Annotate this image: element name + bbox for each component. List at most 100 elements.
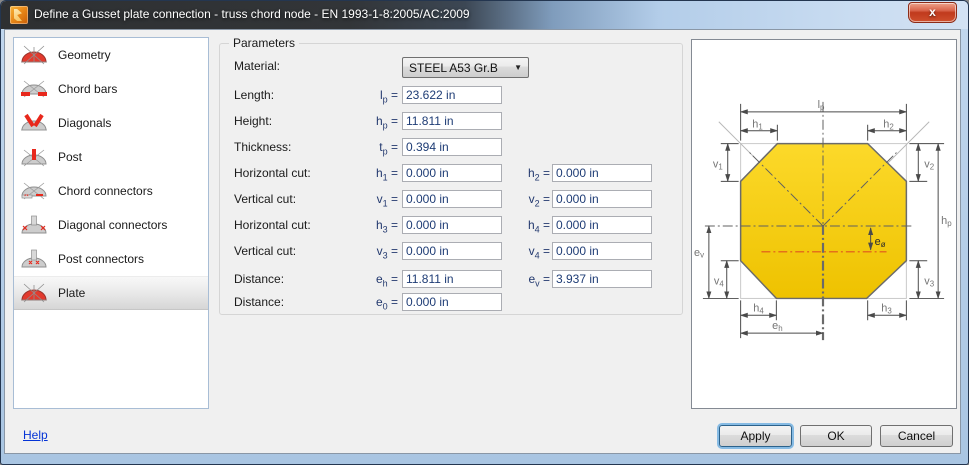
horizontal-cut-row-2: Horizontal cut: h3 = h4 = xyxy=(220,216,682,238)
sidebar-item-diagonals[interactable]: Diagonals xyxy=(14,106,208,140)
distance-label: Distance: xyxy=(234,272,285,286)
thickness-label: Thickness: xyxy=(234,140,292,154)
material-label: Material: xyxy=(234,59,281,73)
dim-label-v1: v1 xyxy=(713,158,723,171)
height-symbol: hp = xyxy=(375,114,398,131)
sidebar-item-geometry[interactable]: Geometry xyxy=(14,38,208,72)
chevron-down-icon: ▼ xyxy=(514,63,522,72)
dim-label-v3: v3 xyxy=(924,276,934,289)
ev-input[interactable] xyxy=(552,270,652,288)
gusset-plate-diagram: lp h1 h2 v1 v2 hp ev v4 v3 h4 h3 eh eø xyxy=(694,99,952,341)
cancel-button[interactable]: Cancel xyxy=(880,425,953,447)
ev-symbol: ev = xyxy=(528,272,550,289)
h4-symbol: h4 = xyxy=(527,218,550,235)
sidebar-item-label: Chord connectors xyxy=(58,184,153,198)
distance-row-1: Distance: eh = ev = xyxy=(220,270,682,292)
app-icon xyxy=(10,6,28,24)
diagonal-connectors-icon xyxy=(21,215,47,234)
h1-symbol: h1 = xyxy=(375,166,398,183)
parameters-group-title: Parameters xyxy=(229,36,300,50)
geometry-icon xyxy=(21,45,47,65)
material-select[interactable]: STEEL A53 Gr.B ▼ xyxy=(402,57,529,78)
dim-label-ev: ev xyxy=(694,247,704,260)
close-icon: x xyxy=(929,5,936,19)
h1-input[interactable] xyxy=(402,164,502,182)
vertical-cut-row-2: Vertical cut: v3 = v4 = xyxy=(220,242,682,264)
close-button[interactable]: x xyxy=(908,2,957,23)
ok-button[interactable]: OK xyxy=(800,425,872,447)
dim-label-h3: h3 xyxy=(881,302,892,315)
post-icon xyxy=(21,149,47,167)
length-label: Length: xyxy=(234,88,275,102)
height-row: Height: hp = xyxy=(220,112,682,134)
dim-label-v2: v2 xyxy=(924,158,934,171)
v3-input[interactable] xyxy=(402,242,502,260)
eh-symbol: eh = xyxy=(375,272,398,289)
dim-label-e0: eø xyxy=(875,236,886,249)
h4-input[interactable] xyxy=(552,216,652,234)
dim-label-lp: lp xyxy=(818,99,825,112)
v4-input[interactable] xyxy=(552,242,652,260)
thickness-row: Thickness: tp = xyxy=(220,138,682,160)
length-input[interactable] xyxy=(402,86,502,104)
e0-input[interactable] xyxy=(402,293,502,311)
sidebar-item-chord-bars[interactable]: Chord bars xyxy=(14,72,208,106)
vertical-cut-row-1: Vertical cut: v1 = v2 = xyxy=(220,190,682,212)
sidebar-item-label: Geometry xyxy=(58,48,111,62)
v2-input[interactable] xyxy=(552,190,652,208)
material-selected-value: STEEL A53 Gr.B xyxy=(409,60,498,75)
title-bar[interactable]: Define a Gusset plate connection - truss… xyxy=(1,1,968,29)
sidebar-item-label: Post xyxy=(58,150,83,164)
sidebar-item-post-connectors[interactable]: Post connectors xyxy=(14,242,208,276)
height-input[interactable] xyxy=(402,112,502,130)
horizontal-cut-row-1: Horizontal cut: h1 = h2 = xyxy=(220,164,682,186)
sidebar: Geometry Chord bars Diagonals xyxy=(13,37,209,409)
apply-button[interactable]: Apply xyxy=(719,425,792,447)
dim-label-h2: h2 xyxy=(883,119,893,132)
v4-symbol: v4 = xyxy=(528,244,550,261)
dim-label-v4: v4 xyxy=(714,276,724,289)
dim-label-h1: h1 xyxy=(752,119,763,132)
height-label: Height: xyxy=(234,114,273,128)
eh-input[interactable] xyxy=(402,270,502,288)
v1-input[interactable] xyxy=(402,190,502,208)
v1-symbol: v1 = xyxy=(376,192,398,209)
vertical-cut-label-2: Vertical cut: xyxy=(234,244,297,258)
h3-input[interactable] xyxy=(402,216,502,234)
chord-connectors-icon: ** xyxy=(21,182,47,201)
material-row: Material: STEEL A53 Gr.B ▼ xyxy=(220,57,682,79)
post-connectors-icon xyxy=(21,249,47,268)
sidebar-item-chord-connectors[interactable]: ** Chord connectors xyxy=(14,174,208,208)
diagonals-icon xyxy=(21,113,47,131)
h3-symbol: h3 = xyxy=(375,218,398,235)
distance-row-2: Distance: e0 = xyxy=(220,293,682,315)
svg-text:**: ** xyxy=(24,195,29,201)
sidebar-item-post[interactable]: Post xyxy=(14,140,208,174)
e0-symbol: e0 = xyxy=(375,295,398,312)
length-symbol: lp = xyxy=(379,88,398,105)
sidebar-item-label: Plate xyxy=(58,286,86,300)
dim-label-h4: h4 xyxy=(753,302,764,315)
v3-symbol: v3 = xyxy=(376,244,398,261)
chord-bars-icon xyxy=(21,80,47,98)
thickness-symbol: tp = xyxy=(379,140,398,157)
sidebar-item-diagonal-connectors[interactable]: Diagonal connectors xyxy=(14,208,208,242)
gusset-plate-shape xyxy=(739,142,908,300)
h2-symbol: h2 = xyxy=(527,166,550,183)
sidebar-item-plate[interactable]: Plate xyxy=(14,276,208,310)
sidebar-item-label: Diagonal connectors xyxy=(58,218,168,232)
horizontal-cut-label: Horizontal cut: xyxy=(234,166,311,180)
distance-label-2: Distance: xyxy=(234,295,285,309)
thickness-input[interactable] xyxy=(402,138,502,156)
dim-label-eh: eh xyxy=(772,320,782,333)
vertical-cut-label: Vertical cut: xyxy=(234,192,297,206)
dim-label-hp: hp xyxy=(941,215,952,228)
plate-icon xyxy=(21,283,47,303)
h2-input[interactable] xyxy=(552,164,652,182)
help-link[interactable]: Help xyxy=(23,428,48,442)
parameters-group: Parameters Material: STEEL A53 Gr.B ▼ Le… xyxy=(219,36,683,315)
horizontal-cut-label-2: Horizontal cut: xyxy=(234,218,311,232)
plate-diagram-panel: lp h1 h2 v1 v2 hp ev v4 v3 h4 h3 eh eø xyxy=(691,39,957,409)
length-row: Length: lp = xyxy=(220,86,682,108)
window-title: Define a Gusset plate connection - truss… xyxy=(34,7,470,21)
